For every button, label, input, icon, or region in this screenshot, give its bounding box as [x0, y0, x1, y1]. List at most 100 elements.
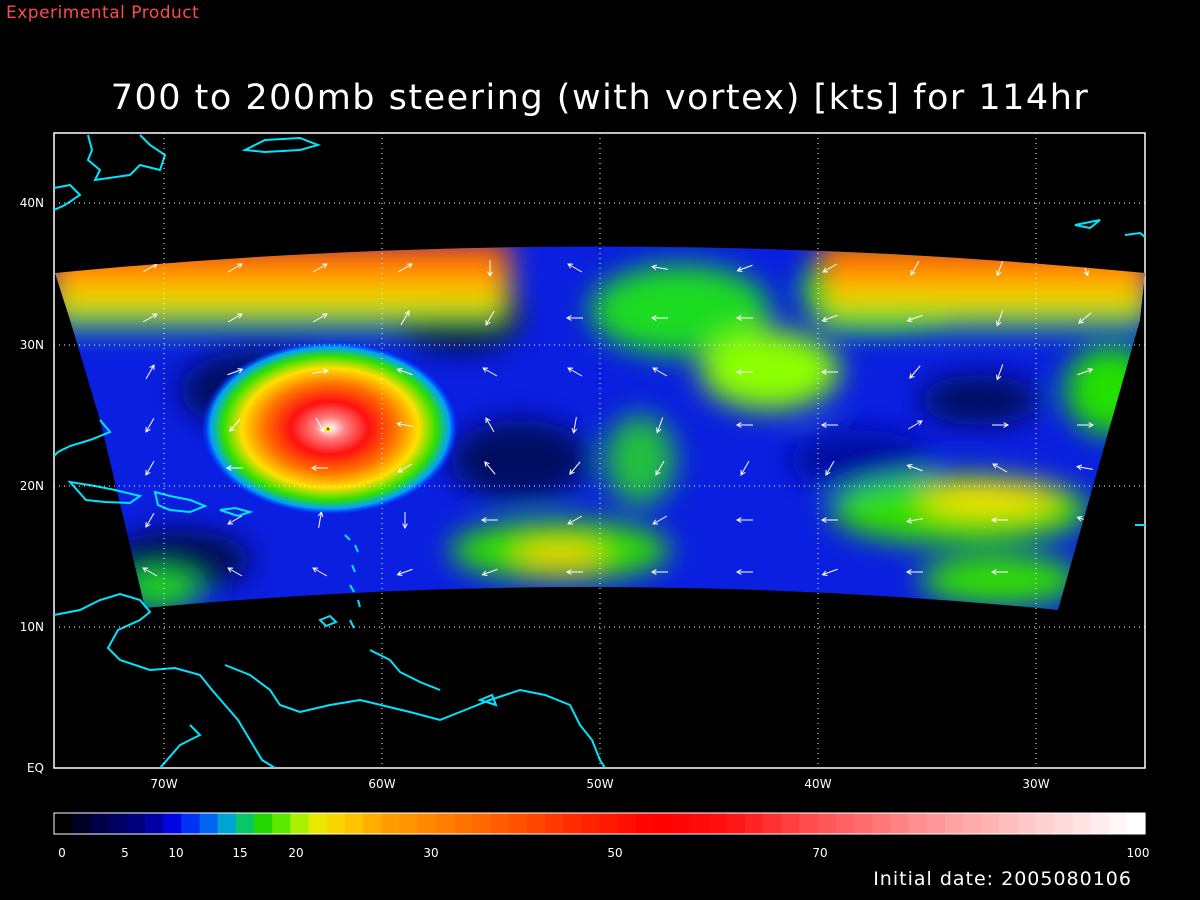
- wind-arrow: [1078, 312, 1092, 324]
- colorbar-segment: [472, 813, 491, 834]
- wind-arrow: [315, 417, 325, 433]
- cbar-tick-30: 30: [423, 846, 438, 860]
- colorbar-segment: [726, 813, 746, 834]
- wind-arrow: [145, 364, 155, 380]
- colorbar-segment: [363, 813, 382, 834]
- wind-arrow: [652, 515, 668, 525]
- colorbar-segment: [1035, 813, 1055, 834]
- wind-arrow: [821, 314, 838, 322]
- colorbar-segment: [690, 813, 710, 834]
- wind-arrow: [735, 517, 753, 523]
- x-tick-50w: 50W: [586, 777, 613, 791]
- wind-arrow: [227, 313, 243, 323]
- colorbar-segment: [635, 813, 655, 834]
- colorbar-segment: [908, 813, 928, 834]
- x-tick-40w: 40W: [804, 777, 831, 791]
- wind-arrow: [990, 569, 1008, 575]
- colorbar-segment: [944, 813, 964, 834]
- wind-arrow: [571, 417, 578, 434]
- graticule: [54, 133, 1145, 768]
- wind-arrow: [906, 517, 923, 524]
- colorbar-segment: [90, 813, 110, 834]
- wind-arrow: [909, 365, 921, 379]
- colorbar-segment: [272, 813, 291, 834]
- initial-date: Initial date: 2005080106: [873, 868, 1132, 890]
- colorbar-ticks: 0 5 10 15 20 30 50 70 100: [58, 846, 1149, 860]
- wind-arrow: [992, 422, 1010, 428]
- wind-arrow: [396, 568, 413, 576]
- x-tick-60w: 60W: [368, 777, 395, 791]
- cbar-tick-0: 0: [58, 846, 66, 860]
- colorbar-segment: [890, 813, 910, 834]
- wind-arrow: [992, 463, 1008, 473]
- wind-arrow: [487, 260, 493, 278]
- cbar-tick-100: 100: [1127, 846, 1150, 860]
- colorbar-segment: [872, 813, 892, 834]
- wind-arrow: [906, 314, 923, 322]
- colorbar-segment: [181, 813, 201, 834]
- colorbar-segment: [544, 813, 564, 834]
- colorbar-segment: [108, 813, 128, 834]
- wind-arrow: [145, 512, 155, 528]
- x-axis-ticks: 70W 60W 50W 40W 30W: [150, 777, 1049, 791]
- wind-arrow: [142, 567, 158, 577]
- wind-arrow: [907, 420, 923, 430]
- colorbar-segment: [744, 813, 764, 834]
- x-tick-70w: 70W: [150, 777, 177, 791]
- wind-arrow: [310, 465, 328, 471]
- colorbar-segment: [435, 813, 455, 834]
- colorbar-segment: [799, 813, 819, 834]
- colorbar-segment: [708, 813, 728, 834]
- wind-arrow: [567, 367, 583, 377]
- wind-arrow: [312, 313, 328, 323]
- colorbar-segment: [1090, 813, 1110, 834]
- colorbar-segment: [163, 813, 182, 834]
- colorbar-segment: [654, 813, 673, 834]
- wind-arrow: [565, 569, 583, 575]
- cbar-tick-10: 10: [168, 846, 183, 860]
- wind-arrow: [650, 315, 668, 321]
- wind-arrow: [820, 369, 838, 375]
- wind-arrow: [229, 418, 241, 432]
- colorbar-segment: [217, 813, 237, 834]
- colorbar-segment: [617, 813, 637, 834]
- wind-arrow: [735, 315, 753, 321]
- y-tick-20n: 20N: [20, 479, 44, 493]
- colorbar-segment: [326, 813, 346, 834]
- colorbar-segment: [381, 813, 401, 834]
- wind-arrow: [996, 364, 1004, 381]
- colorbar-segment: [854, 813, 873, 834]
- wind-arrow: [820, 422, 838, 428]
- wind-arrow: [736, 264, 753, 272]
- colorbar-segment: [599, 813, 619, 834]
- colorbar-segment: [1126, 813, 1146, 834]
- wind-arrow: [480, 517, 498, 523]
- colorbar-segment: [72, 813, 91, 834]
- wind-arrow: [651, 264, 668, 271]
- wind-arrow: [227, 263, 243, 273]
- cbar-tick-20: 20: [288, 846, 303, 860]
- y-axis-ticks: EQ 10N 20N 30N 40N: [20, 196, 44, 775]
- wind-arrow: [565, 315, 583, 321]
- colorbar-segment: [290, 813, 310, 834]
- y-tick-30n: 30N: [20, 338, 44, 352]
- colorbar-segment: [1054, 813, 1073, 834]
- wind-arrow: [484, 461, 496, 475]
- colorbar-segment: [490, 813, 510, 834]
- cbar-tick-5: 5: [121, 846, 129, 860]
- wind-arrow: [990, 517, 1008, 523]
- wind-arrow: [397, 263, 413, 273]
- colorbar-segment: [581, 813, 601, 834]
- wind-arrow: [656, 417, 664, 434]
- wind-arrow: [567, 263, 583, 273]
- wind-arrow: [400, 310, 410, 326]
- wind-arrow: [996, 310, 1004, 327]
- wind-arrow: [485, 417, 495, 433]
- wind-arrow: [1076, 464, 1093, 471]
- wind-arrow: [740, 460, 750, 476]
- colorbar-segment: [399, 813, 419, 834]
- colorbar-segment: [963, 813, 982, 834]
- wind-arrow: [482, 367, 498, 377]
- wind-arrow: [735, 369, 753, 375]
- colorbar-segment: [308, 813, 328, 834]
